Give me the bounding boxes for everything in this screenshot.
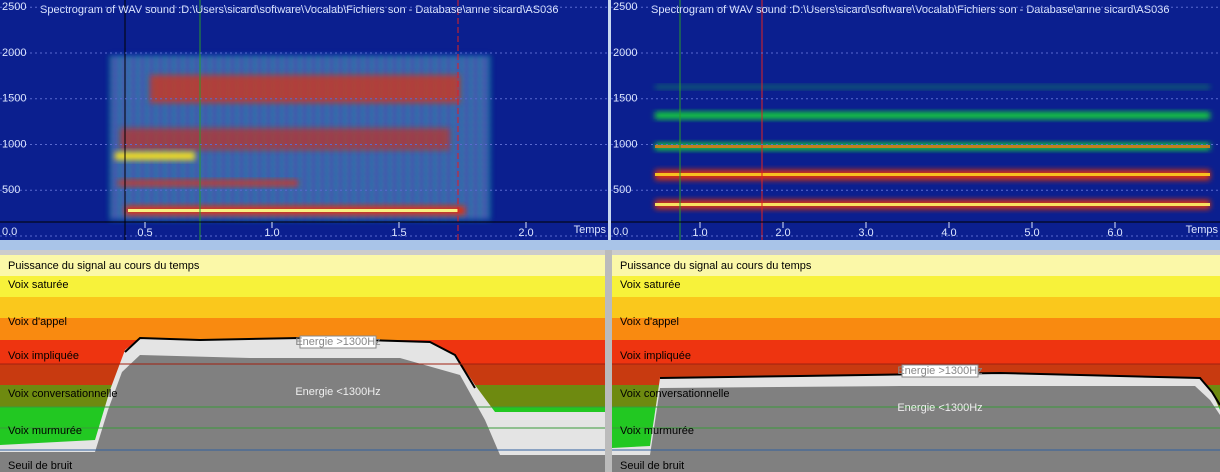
zone-band [612,297,1220,318]
zone-label: Voix conversationnelle [8,388,117,400]
zone-label: Voix murmurée [8,425,82,437]
energy-title: Puissance du signal au cours du temps [620,260,812,272]
x-tick-label: 1.0 [264,227,279,239]
harmonic [655,112,1210,119]
zone-label: Voix conversationnelle [620,388,729,400]
y-tick-label: 500 [613,184,631,196]
spectrogram-title: Spectrogram of WAV sound :D:\Users\sicar… [40,4,558,16]
y-tick-label: 2500 [2,1,26,13]
y-tick-label: 1000 [2,138,26,150]
harmonic [655,85,1210,89]
zone-band [612,318,1220,340]
x-tick-label: 2.0 [775,227,790,239]
x-tick-label: 0.5 [137,227,152,239]
splitter [605,250,612,472]
upper-label: Energie >1300Hz [295,336,380,348]
zone-label: Voix d'appel [8,316,67,328]
harmonic [655,203,1210,206]
harmonic [128,209,458,212]
y-tick-label: 1500 [2,93,26,105]
y-tick-label: 500 [2,184,20,196]
x-tick-label: 5.0 [1024,227,1039,239]
zone-band [0,276,605,297]
zone-label: Seuil de bruit [8,460,72,472]
x-tick-label: 6.0 [1107,227,1122,239]
x-tick-label: 1.5 [391,227,406,239]
y-tick-label: 0.0 [2,226,17,238]
harmonic [655,173,1210,176]
page: Spectrogram of WAV sound :D:\Users\sicar… [0,0,1220,472]
lower-label: Energie <1300Hz [897,402,982,414]
zone-label: Voix murmurée [620,425,694,437]
zone-label: Seuil de bruit [620,460,684,472]
y-tick-label: 2000 [613,47,637,59]
splitter [608,0,611,240]
y-tick-label: 0.0 [613,226,628,238]
x-tick-label: 1.0 [692,227,707,239]
zone-label: Voix impliquée [620,350,691,362]
harmonic [120,128,450,150]
x-tick-label: 3.0 [858,227,873,239]
harmonic [115,152,195,160]
energy-title: Puissance du signal au cours du temps [8,260,200,272]
zone-label: Voix saturée [620,279,681,291]
x-axis-label: Temps [1186,224,1219,236]
upper-label: Energie >1300Hz [897,365,982,377]
harmonic [655,145,1210,148]
zone-band [612,340,1220,364]
zone-label: Voix impliquée [8,350,79,362]
zone-band [0,297,605,318]
y-tick-label: 2000 [2,47,26,59]
zone-band [612,276,1220,297]
zone-label: Voix saturée [8,279,69,291]
y-tick-label: 1000 [613,138,637,150]
x-tick-label: 4.0 [941,227,956,239]
harmonic [118,180,298,186]
x-axis-label: Temps [574,224,607,236]
x-tick-label: 2.0 [518,227,533,239]
spectrogram-title: Spectrogram of WAV sound :D:\Users\sicar… [651,4,1169,16]
y-tick-label: 2500 [613,1,637,13]
lower-label: Energie <1300Hz [295,386,380,398]
zone-label: Voix d'appel [620,316,679,328]
screen: Spectrogram of WAV sound :D:\Users\sicar… [0,0,1220,472]
y-tick-label: 1500 [613,93,637,105]
